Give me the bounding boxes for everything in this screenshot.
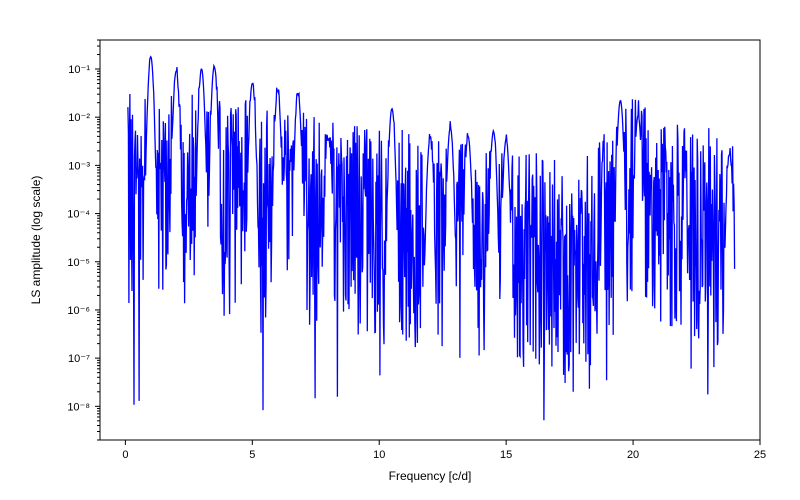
y-tick-label: 10⁻⁴ [67,209,90,221]
y-tick-label: 10⁻² [68,112,90,124]
y-tick-label: 10⁻³ [68,160,90,172]
y-tick-label: 10⁻¹ [68,64,90,76]
x-tick-label: 25 [754,449,766,461]
x-axis-label: Frequency [c/d] [389,469,472,483]
x-tick-label: 15 [500,449,512,461]
spectrum-line [128,57,735,421]
x-tick-label: 10 [373,449,385,461]
chart-svg: 0 5 10 15 20 25 Frequency [c/d] 10⁻⁸ 10⁻⁷ 10⁻⁶ 10⁻… [0,0,800,500]
x-tick-label: 0 [122,449,128,461]
y-tick-label: 10⁻⁷ [68,353,90,365]
y-tick-label: 10⁻⁶ [67,305,90,317]
y-tick-label: 10⁻⁵ [67,257,90,269]
y-axis-label: LS amplitude (log scale) [29,176,43,305]
y-tick-label: 10⁻⁸ [67,401,90,413]
periodogram-chart: 0 5 10 15 20 25 Frequency [c/d] 10⁻⁸ 10⁻⁷ 10⁻⁶ 10⁻… [0,0,800,500]
x-tick-label: 5 [249,449,255,461]
x-tick-label: 20 [627,449,639,461]
